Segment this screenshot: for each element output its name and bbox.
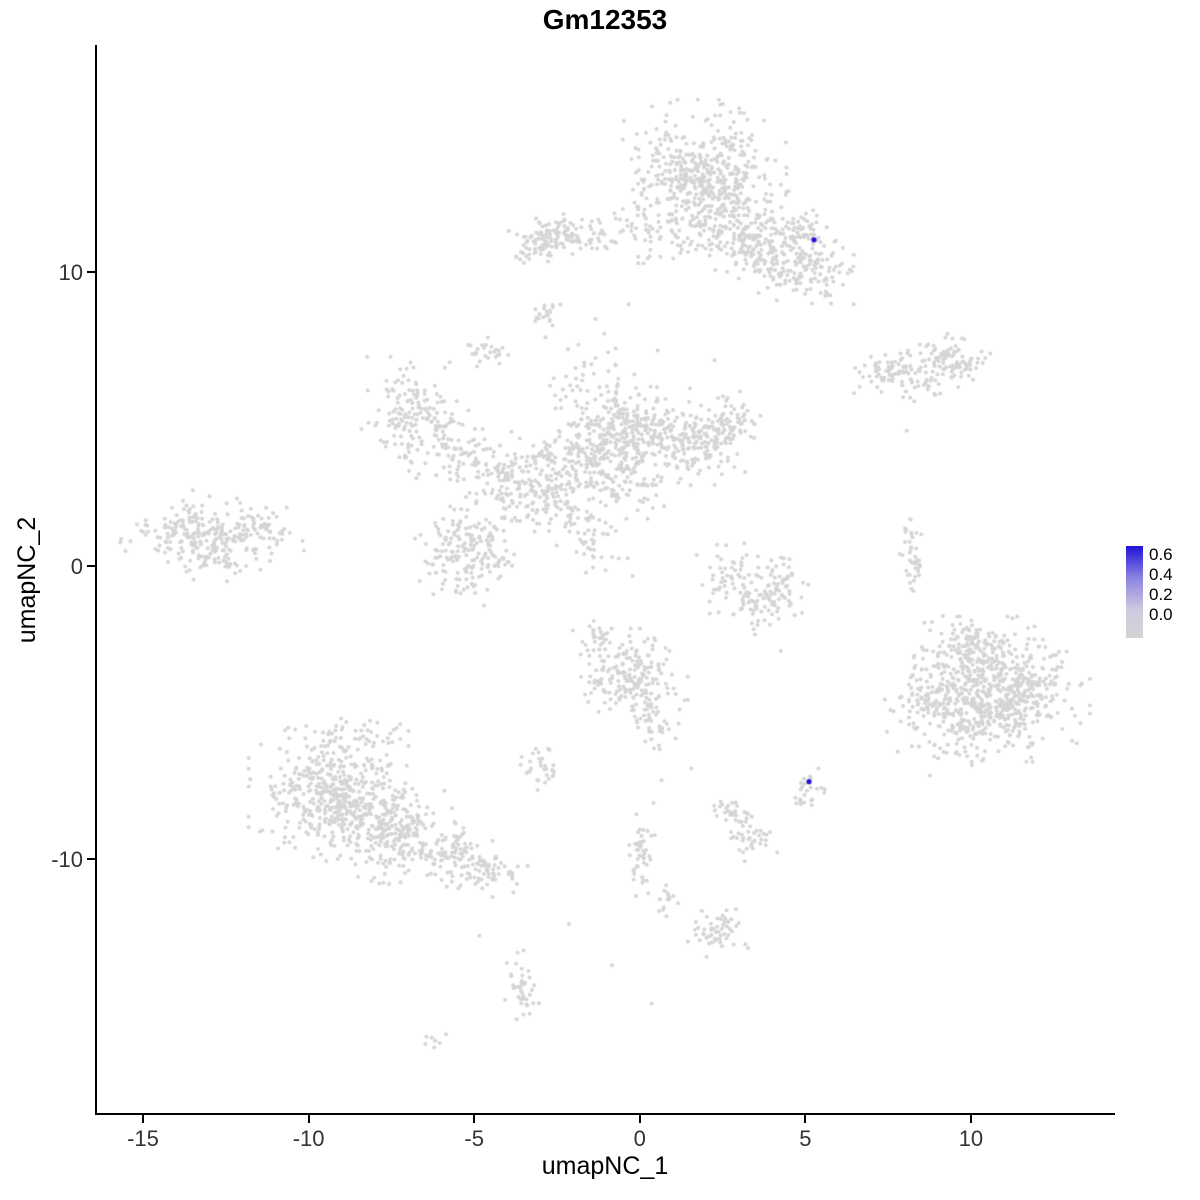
chart-title: Gm12353 [542,4,668,35]
legend-gradient-bar [1126,546,1143,638]
legend-tick-label: 0.0 [1149,605,1173,624]
y-tick-mark [87,271,95,274]
y-tick-label: 10 [58,260,83,286]
umap-scatter-canvas [97,45,1117,1115]
plot-area [95,45,1117,1115]
x-tick-mark [804,1115,807,1123]
x-tick-mark [473,1115,476,1123]
x-tick-mark [142,1115,145,1123]
legend-tick-label: 0.4 [1149,565,1173,584]
y-axis-label: umapNC_2 [13,516,41,644]
y-tick-mark [87,564,95,567]
y-tick-mark [87,858,95,861]
x-tick-label: -5 [464,1126,484,1151]
x-tick-label: 0 [633,1126,646,1151]
x-tick-label: -15 [127,1126,159,1151]
x-tick-label: -10 [292,1126,325,1151]
x-tick-mark [969,1115,972,1123]
legend-tick-label: 0.6 [1149,545,1173,564]
y-tick-label: 0 [70,553,83,579]
x-tick-mark [307,1115,310,1123]
x-tick-label: 10 [958,1126,984,1151]
x-tick-label: 5 [799,1126,812,1151]
x-tick-mark [638,1115,641,1123]
y-tick-label: -10 [51,847,83,873]
x-axis-label: umapNC_1 [541,1152,669,1180]
legend-tick-label: 0.2 [1149,585,1173,604]
